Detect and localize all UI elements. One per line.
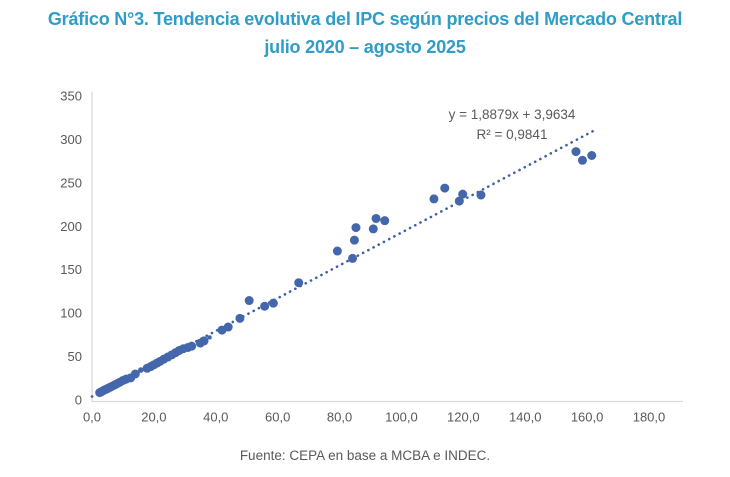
source-caption: Fuente: CEPA en base a MCBA e INDEC. xyxy=(239,448,491,463)
data-point xyxy=(130,369,140,379)
data-point xyxy=(332,246,342,256)
data-point xyxy=(371,213,381,223)
data-point xyxy=(294,278,304,288)
data-point xyxy=(368,224,378,234)
data-point xyxy=(587,150,597,160)
x-tick-label: 100,0 xyxy=(385,410,418,425)
data-point xyxy=(349,235,359,245)
r-squared-label: R² = 0,9841 xyxy=(476,127,548,142)
x-tick-label: 60,0 xyxy=(265,410,290,425)
y-tick-label: 250 xyxy=(60,175,82,190)
data-point xyxy=(577,155,587,165)
data-point xyxy=(380,216,390,226)
data-point xyxy=(454,196,464,206)
x-tick-label: 180,0 xyxy=(633,410,666,425)
y-tick-label: 0 xyxy=(75,393,82,408)
y-tick-label: 200 xyxy=(60,219,82,234)
data-point xyxy=(458,189,468,199)
x-tick-label: 140,0 xyxy=(509,410,542,425)
trendline-equation-label: y = 1,8879x + 3,9634 xyxy=(448,107,576,122)
x-tick-label: 40,0 xyxy=(203,410,228,425)
y-tick-label: 100 xyxy=(60,306,82,321)
data-point xyxy=(244,296,254,306)
data-point xyxy=(223,322,233,332)
x-tick-label: 80,0 xyxy=(327,410,352,425)
data-point xyxy=(199,336,209,346)
y-tick-label: 50 xyxy=(68,349,82,364)
data-point xyxy=(235,313,245,323)
data-point xyxy=(571,147,581,157)
data-point xyxy=(476,190,486,200)
data-point xyxy=(429,194,439,204)
y-tick-label: 150 xyxy=(60,262,82,277)
data-point xyxy=(348,253,358,263)
data-point xyxy=(268,298,278,308)
chart-title: Gráfico N°3. Tendencia evolutiva del IPC… xyxy=(0,5,730,61)
data-point xyxy=(260,301,270,311)
chart-title-line1: Gráfico N°3. Tendencia evolutiva del IPC… xyxy=(47,9,683,29)
x-tick-label: 20,0 xyxy=(141,410,166,425)
y-tick-label: 300 xyxy=(60,132,82,147)
y-tick-label: 350 xyxy=(60,89,82,104)
x-tick-label: 0,0 xyxy=(83,410,101,425)
data-point xyxy=(207,335,212,340)
x-tick-label: 120,0 xyxy=(447,410,480,425)
x-tick-label: 160,0 xyxy=(571,410,604,425)
data-point xyxy=(138,367,144,373)
trendline-annotation: y = 1,8879x + 3,9634 R² = 0,9841 xyxy=(397,105,627,145)
chart-title-line2: julio 2020 – agosto 2025 xyxy=(264,37,466,57)
data-point xyxy=(351,223,361,233)
data-point xyxy=(187,341,197,351)
data-point xyxy=(440,183,450,193)
